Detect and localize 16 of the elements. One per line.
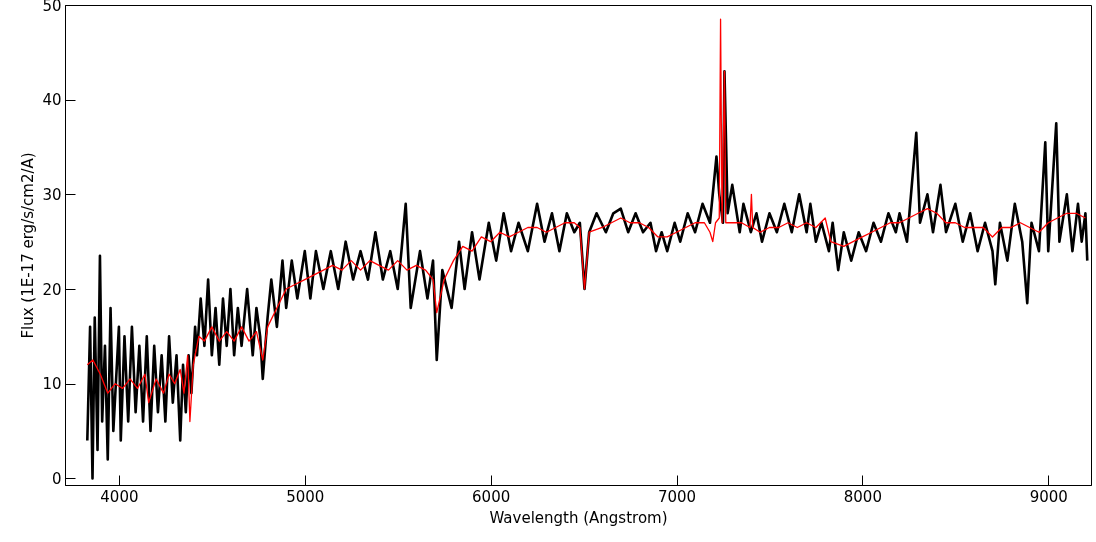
line-series: [86, 69, 1089, 480]
x-tick-label: 8000: [843, 487, 882, 506]
x-tick-label: 7000: [657, 487, 697, 506]
y-tick-label: 0: [51, 469, 62, 488]
x-tick-label: 6000: [472, 487, 511, 506]
y-tick-label: 10: [42, 375, 62, 394]
x-tick-label: 9000: [1029, 487, 1068, 506]
y-tick-label: 30: [42, 185, 62, 204]
line-series: [86, 18, 1087, 423]
y-tick-label: 20: [42, 280, 62, 299]
x-tick-label: 4000: [100, 487, 139, 506]
y-tick-label: 50: [42, 0, 62, 15]
x-axis-title: Wavelength (Angstrom): [489, 508, 668, 527]
y-axis-title: Flux (1E-17 erg/s/cm2/A): [19, 152, 38, 339]
x-tick-label: 5000: [286, 487, 325, 506]
y-tick-label: 40: [42, 91, 62, 110]
